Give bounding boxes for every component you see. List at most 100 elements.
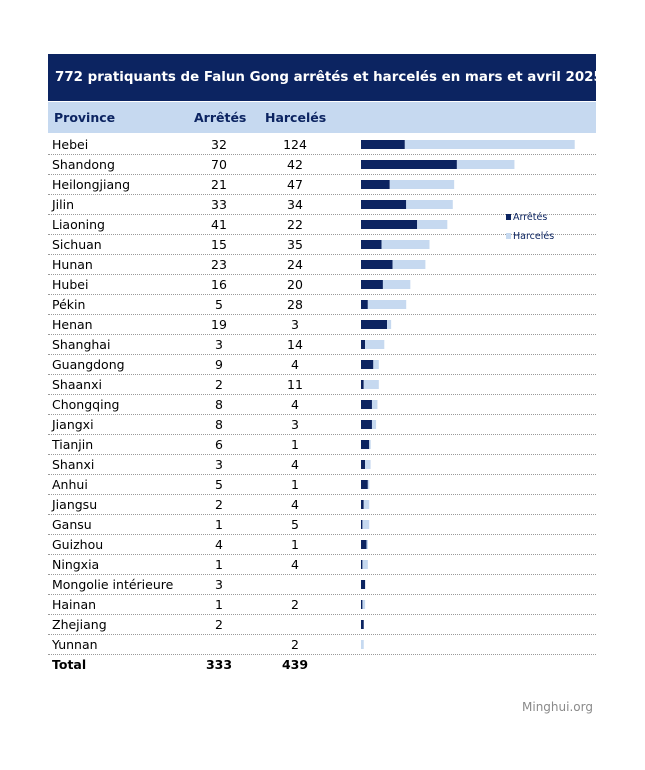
arrested-count: 3 bbox=[215, 337, 223, 352]
bar-harassed bbox=[406, 200, 453, 209]
province-name: Guizhou bbox=[52, 537, 104, 552]
bar-harassed bbox=[361, 640, 364, 649]
harassed-count: 2 bbox=[291, 597, 299, 612]
province-name: Shanxi bbox=[52, 457, 95, 472]
arrested-count: 1 bbox=[215, 597, 223, 612]
harassed-count: 35 bbox=[287, 237, 303, 252]
harassed-count: 4 bbox=[291, 457, 299, 472]
province-name: Shaanxi bbox=[52, 377, 102, 392]
bar-arrested bbox=[361, 420, 372, 429]
bar-arrested bbox=[361, 360, 374, 369]
table-row: Shanxi 3 4 bbox=[48, 455, 596, 475]
table-row: Anhui 5 1 bbox=[48, 475, 596, 495]
source-label: Minghui.org bbox=[522, 700, 593, 714]
bar-harassed bbox=[389, 180, 455, 189]
bar-arrested bbox=[361, 580, 366, 589]
province-name: Sichuan bbox=[52, 237, 102, 252]
arrested-count: 19 bbox=[211, 317, 227, 332]
harassed-count: 20 bbox=[287, 277, 303, 292]
total-arrested: 333 bbox=[205, 657, 233, 672]
table-header: Province Arrêtés Harcelés bbox=[48, 102, 596, 133]
bar-harassed bbox=[387, 320, 392, 329]
bar-harassed bbox=[363, 500, 370, 509]
province-name: Shandong bbox=[52, 157, 115, 172]
bar-harassed bbox=[365, 460, 371, 469]
province-name: Jilin bbox=[52, 197, 75, 212]
province-name: Mongolie intérieure bbox=[52, 577, 174, 592]
harassed-count: 47 bbox=[287, 177, 303, 192]
harassed-count: 4 bbox=[291, 497, 299, 512]
total-row: Total 333 439 bbox=[48, 655, 596, 675]
province-name: Heilongjiang bbox=[52, 177, 131, 192]
legend-item-arrested: Arrêtés bbox=[506, 212, 547, 223]
province-name: Hebei bbox=[52, 137, 89, 152]
table-row: Guangdong 9 4 bbox=[48, 355, 596, 375]
arrested-count: 32 bbox=[211, 137, 227, 152]
table-row: Hunan 23 24 bbox=[48, 255, 596, 275]
bar-harassed bbox=[417, 220, 448, 229]
bar-harassed bbox=[362, 560, 368, 569]
bar-harassed bbox=[365, 340, 385, 349]
province-name: Liaoning bbox=[52, 217, 105, 232]
bar-arrested bbox=[361, 340, 366, 349]
legend-swatch-harassed bbox=[506, 233, 511, 239]
arrested-count: 4 bbox=[215, 537, 223, 552]
legend-item-harassed: Harcelés bbox=[506, 231, 554, 242]
harassed-count: 3 bbox=[291, 317, 299, 332]
harassed-count: 24 bbox=[287, 257, 303, 272]
province-name: Anhui bbox=[52, 477, 88, 492]
bar-arrested bbox=[361, 560, 363, 569]
table-row: Heilongjiang 21 47 bbox=[48, 175, 596, 195]
arrested-count: 9 bbox=[215, 357, 223, 372]
province-name: Yunnan bbox=[52, 637, 98, 652]
total-harassed: 439 bbox=[281, 657, 309, 672]
province-name: Jiangxi bbox=[52, 417, 94, 432]
harassed-count: 1 bbox=[291, 477, 299, 492]
province-name: Henan bbox=[52, 317, 93, 332]
table-row: Jilin 33 34 bbox=[48, 195, 596, 215]
bar-arrested bbox=[361, 180, 390, 189]
arrested-count: 5 bbox=[215, 477, 223, 492]
arrested-count: 16 bbox=[211, 277, 227, 292]
arrested-count: 70 bbox=[211, 157, 227, 172]
harassed-count: 22 bbox=[287, 217, 303, 232]
table-row: Henan 19 3 bbox=[48, 315, 596, 335]
table-row: Pékin 5 28 bbox=[48, 295, 596, 315]
total-label: Total bbox=[52, 657, 87, 672]
bar-arrested bbox=[361, 320, 388, 329]
bar-arrested bbox=[361, 520, 363, 529]
arrested-count: 6 bbox=[215, 437, 223, 452]
harassed-count: 4 bbox=[291, 357, 299, 372]
harassed-count: 1 bbox=[291, 537, 299, 552]
province-name: Hainan bbox=[52, 597, 97, 612]
bar-arrested bbox=[361, 600, 363, 609]
harassed-count: 2 bbox=[291, 637, 299, 652]
arrested-count: 23 bbox=[211, 257, 227, 272]
bar-harassed bbox=[366, 540, 368, 549]
table-row: Sichuan 15 35 bbox=[48, 235, 596, 255]
arrested-count: 3 bbox=[215, 577, 223, 592]
arrested-count: 41 bbox=[211, 217, 227, 232]
table-row: Chongqing 8 4 bbox=[48, 395, 596, 415]
table-row: Ningxia 1 4 bbox=[48, 555, 596, 575]
arrested-count: 21 bbox=[211, 177, 227, 192]
table-row: Hainan 1 2 bbox=[48, 595, 596, 615]
chart-title: 772 pratiquants de Falun Gong arrêtés et… bbox=[48, 54, 603, 101]
harassed-count: 1 bbox=[291, 437, 299, 452]
table-row: Shandong 70 42 bbox=[48, 155, 596, 175]
bar-arrested bbox=[361, 140, 405, 149]
province-name: Hubei bbox=[52, 277, 89, 292]
arrested-count: 3 bbox=[215, 457, 223, 472]
legend-label-arrested: Arrêtés bbox=[513, 212, 548, 223]
bar-arrested bbox=[361, 260, 393, 269]
province-name: Jiangsu bbox=[52, 497, 98, 512]
bar-arrested bbox=[361, 540, 367, 549]
province-name: Guangdong bbox=[52, 357, 125, 372]
harassed-count: 34 bbox=[287, 197, 303, 212]
harassed-count: 3 bbox=[291, 417, 299, 432]
harassed-count: 4 bbox=[291, 397, 299, 412]
bar-harassed bbox=[456, 160, 515, 169]
arrested-count: 1 bbox=[215, 557, 223, 572]
bar-arrested bbox=[361, 280, 383, 289]
